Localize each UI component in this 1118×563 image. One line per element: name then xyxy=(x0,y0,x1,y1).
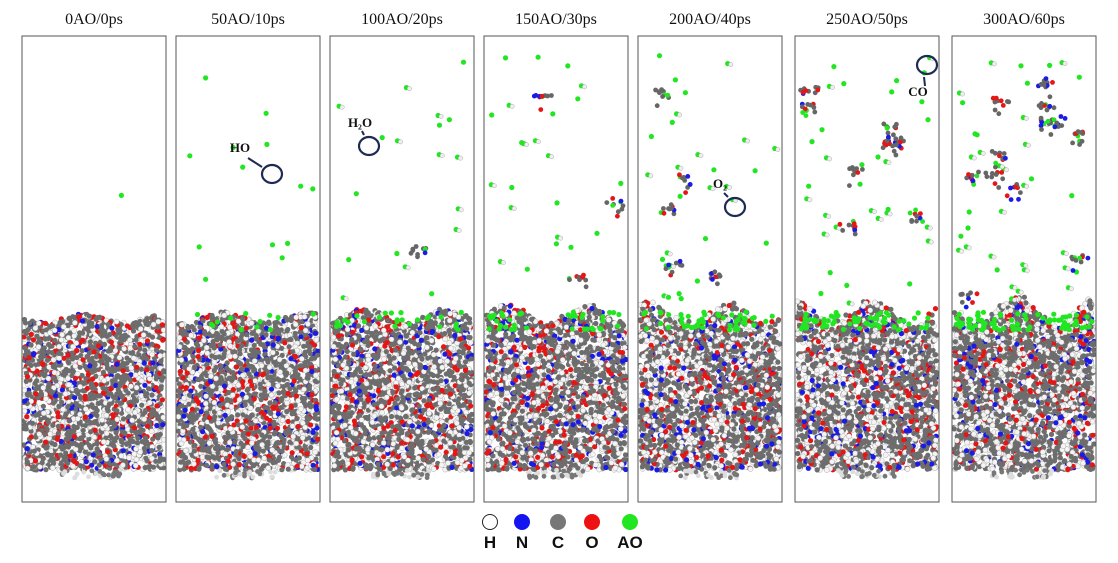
simulation-box-frame xyxy=(483,35,629,503)
legend-item-o: O xyxy=(572,510,612,553)
molecule-label: HO xyxy=(230,140,250,155)
panel-title: 250AO/50ps xyxy=(826,11,908,28)
atom-cloud xyxy=(22,192,166,481)
panel-title: 0AO/0ps xyxy=(65,11,123,28)
legend-label-o: O xyxy=(585,533,599,552)
atom-cloud xyxy=(795,55,939,480)
atom-cloud xyxy=(638,53,782,481)
simulation-box-frame xyxy=(637,35,783,503)
gas-phase-atoms xyxy=(798,55,935,307)
polymer-slab xyxy=(952,294,1096,481)
snapshot-panel: 300AO/60ps xyxy=(951,11,1097,503)
snapshot-panel: 250AO/50ps CO xyxy=(794,11,940,503)
atom-cloud xyxy=(330,59,474,481)
carbon-dot-icon xyxy=(550,514,566,530)
molecule-callout: O₂ xyxy=(713,176,747,218)
snapshot-panel: 50AO/10ps HO xyxy=(175,11,321,503)
oxygen-dot-icon xyxy=(584,514,600,530)
legend-label-n: N xyxy=(515,533,529,552)
atom-cloud xyxy=(952,60,1096,481)
panel-title: 300AO/60ps xyxy=(983,11,1065,28)
hydrogen-dot-icon xyxy=(482,514,498,530)
snapshot-panels: 0AO/0ps 50AO/10ps HO 100AO/20ps H₂O 150AO/30p… xyxy=(21,11,1097,503)
snapshot-panel: 200AO/40ps O₂ xyxy=(637,11,783,503)
snapshot-panel: 150AO/30ps xyxy=(483,11,629,503)
polymer-slab xyxy=(484,302,628,481)
gas-phase-atoms xyxy=(956,60,1091,310)
atom-legend: H N C O AO xyxy=(470,510,670,560)
legend-label-h: H xyxy=(483,533,497,552)
snapshot-panel: 0AO/0ps xyxy=(21,11,167,503)
molecule-label: CO xyxy=(908,84,928,99)
panel-title: 150AO/30ps xyxy=(515,11,597,28)
nitrogen-dot-icon xyxy=(514,514,530,530)
molecule-callout: HO xyxy=(230,140,284,185)
polymer-slab xyxy=(330,306,474,481)
simulation-box-frame xyxy=(951,35,1097,503)
atom-cloud xyxy=(484,54,628,481)
panel-title: 50AO/10ps xyxy=(211,11,285,28)
panel-title: 100AO/20ps xyxy=(361,11,443,28)
legend-label-ao: AO xyxy=(617,533,643,552)
simulation-box-frame xyxy=(21,35,167,503)
polymer-slab xyxy=(22,311,166,481)
simulation-box-frame xyxy=(794,35,940,503)
gas-phase-atoms xyxy=(488,54,626,290)
panel-title: 200AO/40ps xyxy=(669,11,751,28)
gas-phase-atoms xyxy=(645,53,781,302)
atom-cloud xyxy=(176,75,320,481)
polymer-slab xyxy=(795,298,939,480)
molecule-callout: CO xyxy=(908,54,939,99)
molecule-label: O₂ xyxy=(713,176,727,191)
polymer-slab xyxy=(176,309,320,481)
legend-item-c: C xyxy=(538,510,578,553)
legend-item-h: H xyxy=(470,510,510,553)
gas-phase-atoms xyxy=(187,75,316,282)
legend-label-c: C xyxy=(551,533,565,552)
legend-item-n: N xyxy=(502,510,542,553)
simulation-box-frame xyxy=(175,35,321,503)
molecule-label: H₂O xyxy=(348,115,372,130)
simulation-box-frame xyxy=(329,35,475,503)
gas-phase-atoms xyxy=(336,59,467,302)
molecule-callout: H₂O xyxy=(348,115,381,157)
gas-phase-atoms xyxy=(118,192,124,198)
snapshot-panel: 100AO/20ps H₂O xyxy=(329,11,475,503)
atomic-oxygen-dot-icon xyxy=(622,514,638,530)
legend-item-ao: AO xyxy=(610,510,650,553)
polymer-slab xyxy=(638,299,782,481)
